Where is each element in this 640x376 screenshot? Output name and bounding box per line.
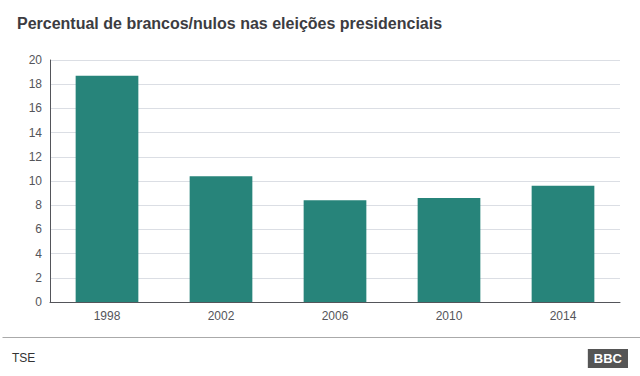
- svg-text:BBC: BBC: [594, 351, 623, 366]
- svg-text:1998: 1998: [94, 309, 121, 323]
- svg-text:20: 20: [29, 53, 43, 67]
- svg-text:2006: 2006: [322, 309, 349, 323]
- svg-text:0: 0: [35, 295, 42, 309]
- svg-text:2002: 2002: [208, 309, 235, 323]
- svg-text:TSE: TSE: [12, 351, 35, 365]
- svg-text:10: 10: [29, 174, 43, 188]
- svg-text:8: 8: [35, 198, 42, 212]
- svg-text:12: 12: [29, 150, 43, 164]
- svg-text:6: 6: [35, 222, 42, 236]
- svg-text:16: 16: [29, 101, 43, 115]
- svg-text:2010: 2010: [436, 309, 463, 323]
- svg-text:4: 4: [35, 247, 42, 261]
- svg-text:2014: 2014: [550, 309, 577, 323]
- svg-text:2: 2: [35, 271, 42, 285]
- svg-text:18: 18: [29, 77, 43, 91]
- svg-text:Percentual de brancos/nulos na: Percentual de brancos/nulos nas eleições…: [17, 15, 442, 32]
- svg-text:14: 14: [29, 126, 43, 140]
